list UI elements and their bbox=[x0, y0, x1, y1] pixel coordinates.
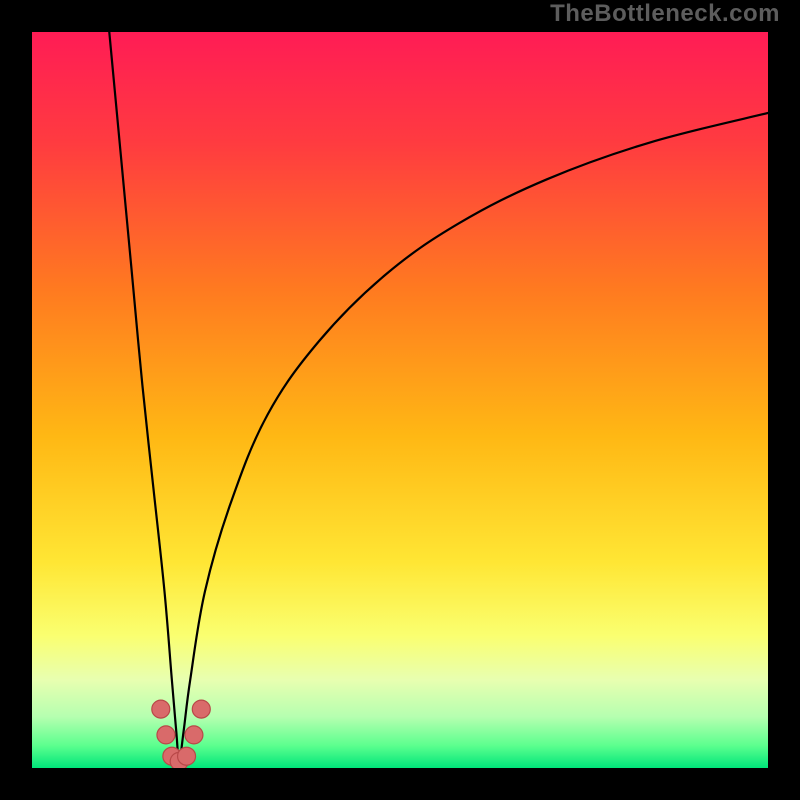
plot-area bbox=[32, 32, 768, 770]
chart-container: { "watermark": { "text": "TheBottleneck.… bbox=[0, 0, 800, 800]
chart-svg bbox=[0, 0, 800, 800]
marker-point bbox=[157, 726, 175, 744]
marker-point bbox=[192, 700, 210, 718]
gradient-background bbox=[32, 32, 768, 768]
marker-point bbox=[178, 747, 196, 765]
marker-point bbox=[152, 700, 170, 718]
marker-point bbox=[185, 726, 203, 744]
